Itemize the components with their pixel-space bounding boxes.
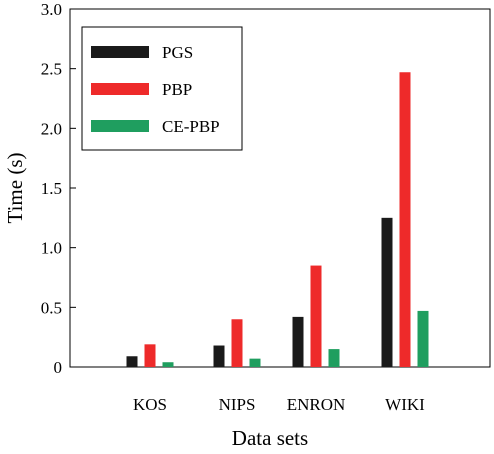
legend-frame (81, 26, 243, 151)
bar-pbp-kos (144, 344, 156, 367)
bar-pgs-nips (213, 345, 225, 367)
bar-pgs-wiki (381, 217, 393, 367)
bar-ce-pbp-nips (249, 358, 261, 367)
legend-swatch-ce-pbp (91, 120, 149, 132)
bar-pbp-nips (231, 319, 243, 367)
y-axis-title: Time (s) (3, 153, 27, 224)
legend: PGS PBP CE-PBP (81, 26, 243, 151)
bar-pbp-wiki (399, 72, 411, 367)
x-axis-title: Data sets (232, 426, 308, 450)
y-tick-label: 3.0 (41, 0, 62, 19)
x-tick-label-enron: ENRON (287, 395, 346, 414)
y-tick-label: 1.0 (41, 239, 62, 258)
bar-ce-pbp-wiki (417, 310, 429, 367)
y-tick-label: 0 (54, 358, 63, 377)
bar-pgs-enron (292, 316, 304, 367)
legend-label-pgs: PGS (162, 43, 193, 62)
y-tick-label: 0.5 (41, 298, 62, 317)
y-axis: 0 0.5 1.0 1.5 2.0 2.5 3.0 (41, 0, 76, 377)
legend-swatch-pbp (91, 83, 149, 95)
legend-swatch-pgs (91, 46, 149, 58)
bar-ce-pbp-kos (162, 362, 174, 367)
x-axis: KOS NIPS ENRON WIKI (133, 395, 425, 414)
y-tick-label: 1.5 (41, 179, 62, 198)
x-tick-label-kos: KOS (133, 395, 167, 414)
x-tick-label-nips: NIPS (219, 395, 256, 414)
bars-group (126, 72, 429, 367)
bar-ce-pbp-enron (328, 349, 340, 367)
y-tick-label: 2.0 (41, 119, 62, 138)
bar-pbp-enron (310, 265, 322, 367)
y-tick-label: 2.5 (41, 60, 62, 79)
bar-pgs-kos (126, 356, 138, 367)
legend-label-pbp: PBP (162, 80, 192, 99)
x-tick-label-wiki: WIKI (385, 395, 425, 414)
legend-label-ce-pbp: CE-PBP (162, 117, 220, 136)
